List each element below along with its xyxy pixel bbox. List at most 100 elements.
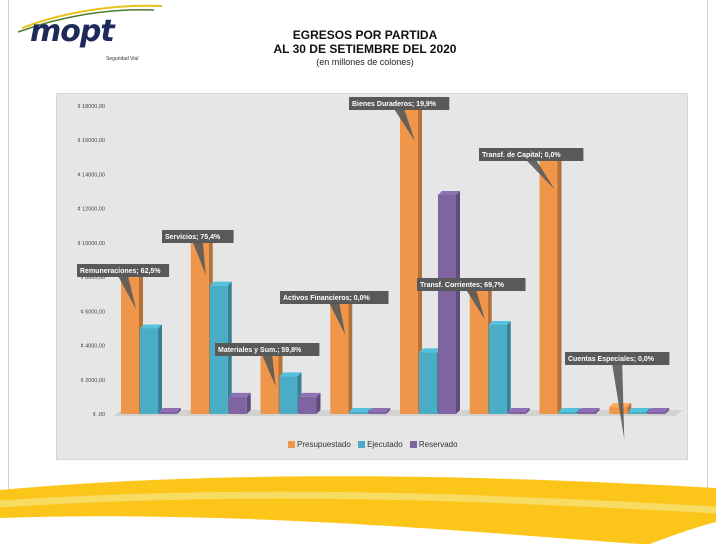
bar-side-face <box>158 324 162 414</box>
bar-side-face <box>348 298 353 414</box>
bar-side-face <box>418 105 422 414</box>
bar-side-face <box>506 321 511 414</box>
chart-area: ¢ ,00 ¢ 2000,00 ¢ 4000,00 ¢ 6000,00 ¢ 8000,0… <box>56 93 688 460</box>
bar-presupuestado-5 <box>469 287 488 414</box>
mopt-logo: mopt Seguridad Vial <box>14 2 164 72</box>
callout-pointer <box>526 160 555 190</box>
y-tick-label: ¢ 14000,00 <box>77 172 105 178</box>
callout-box <box>565 352 670 365</box>
callout-pointer <box>192 242 206 275</box>
legend-swatch-ejecutado <box>358 441 366 448</box>
chart-title-date: AL 30 DE SETIEMBRE DEL 2020 <box>273 42 457 56</box>
bar-reservado-4 <box>438 194 456 414</box>
bar-side-face <box>665 408 670 414</box>
bar-side-face <box>386 408 391 414</box>
bar-top-face <box>209 281 232 286</box>
bar-side-face <box>456 190 460 414</box>
bar-top-face <box>647 408 670 412</box>
bar-presupuestado-7 <box>609 407 628 414</box>
data-label: Remuneraciones; 62,5% <box>80 268 161 275</box>
bar-reservado-7 <box>647 412 666 414</box>
bar-presupuestado-2 <box>260 354 279 414</box>
chart-title: EGRESOS POR PARTIDA <box>292 28 438 42</box>
logo-tagline: Seguridad Vial <box>106 56 139 62</box>
y-tick-label: ¢ 18000,00 <box>77 104 105 110</box>
bar-top-face <box>228 392 251 397</box>
legend-label-ejecutado: Ejecutado <box>367 440 403 449</box>
bar-top-face <box>368 408 391 412</box>
data-label: Bienes Duraderos; 19,9% <box>352 101 437 108</box>
data-label: Materiales y Sum.; 59,8% <box>218 347 302 354</box>
bar-presupuestado-4 <box>400 109 418 414</box>
bar-ejecutado-4 <box>419 352 437 414</box>
bar-ejecutado-5 <box>488 325 507 414</box>
bar-top-face <box>349 408 372 412</box>
bar-reservado-0 <box>159 412 177 414</box>
bar-side-face <box>246 392 251 414</box>
bar-ejecutado-2 <box>279 376 298 414</box>
legend-label-presupuestado: Presupuestado <box>297 440 351 449</box>
callout-pointer <box>394 109 415 142</box>
bar-top-face <box>140 324 162 329</box>
data-label: Cuentas Especiales; 0,0% <box>568 356 655 363</box>
data-label: Servicios; 75,4% <box>165 234 221 241</box>
callout-box <box>280 291 389 304</box>
y-tick-label: ¢ 12000,00 <box>77 207 105 213</box>
bar-side-face <box>177 408 181 414</box>
slide-frame <box>8 0 708 544</box>
y-tick-label: ¢ ,00 <box>93 412 105 418</box>
bar-chart: ¢ ,00 ¢ 2000,00 ¢ 4000,00 ¢ 6000,00 ¢ 8000,0… <box>77 97 683 440</box>
bar-side-face <box>627 403 632 414</box>
callout-pointer <box>118 276 136 310</box>
legend-swatch-presupuestado <box>288 441 295 448</box>
bar-top-face <box>488 321 511 326</box>
bar-presupuestado-0 <box>121 277 139 414</box>
bar-top-face <box>419 348 441 353</box>
chart-legend: Presupuestado Ejecutado Reservado <box>283 440 458 449</box>
data-label: Activos Financieros; 0,0% <box>283 295 371 302</box>
callout-box <box>162 230 234 243</box>
y-tick-label: ¢ 4000,00 <box>81 344 105 350</box>
y-tick-label: ¢ 6000,00 <box>81 309 105 315</box>
bar-reservado-2 <box>298 396 317 414</box>
bar-ejecutado-3 <box>349 412 368 414</box>
bar-presupuestado-1 <box>190 242 209 414</box>
y-tick-label: ¢ 2000,00 <box>81 378 105 384</box>
bar-ejecutado-6 <box>558 412 577 414</box>
data-label: Transf. de Capital; 0,0% <box>482 152 561 159</box>
y-tick-label: ¢ 16000,00 <box>77 138 105 144</box>
bar-top-face <box>159 408 181 412</box>
bar-top-face <box>507 408 530 412</box>
bar-side-face <box>316 392 321 414</box>
bar-ejecutado-0 <box>140 328 158 414</box>
bar-top-face <box>628 408 651 412</box>
bar-reservado-5 <box>507 412 526 414</box>
callout-box <box>417 278 526 291</box>
y-tick-label: ¢ 10000,00 <box>77 241 105 247</box>
logo-swoosh <box>17 4 163 33</box>
bar-side-face <box>595 408 600 414</box>
callout-pointer <box>612 364 625 440</box>
logo-wordmark: mopt <box>30 14 115 49</box>
chart-subtitle: (en millones de colones) <box>316 57 414 67</box>
bar-reservado-6 <box>577 412 596 414</box>
data-label: Transf. Corrientes; 69,7% <box>420 282 505 289</box>
bar-reservado-3 <box>368 412 387 414</box>
callout-box <box>77 264 170 277</box>
bar-reservado-1 <box>228 396 247 414</box>
y-tick-label: ¢ 8000,00 <box>81 275 105 281</box>
bar-side-face <box>525 408 530 414</box>
bar-side-face <box>557 153 562 415</box>
callout-box <box>215 343 320 356</box>
bar-top-face <box>558 408 581 412</box>
decorative-yellow-band <box>0 476 716 544</box>
bar-ejecutado-7 <box>628 412 647 414</box>
bar-top-face <box>577 408 600 412</box>
bar-top-face <box>279 372 302 377</box>
callout-box <box>349 97 450 110</box>
callout-box <box>479 148 584 161</box>
bar-top-face <box>438 190 460 195</box>
legend-label-reservado: Reservado <box>418 440 458 449</box>
legend-swatch-reservado <box>409 441 417 448</box>
bar-presupuestado-6 <box>539 157 558 415</box>
